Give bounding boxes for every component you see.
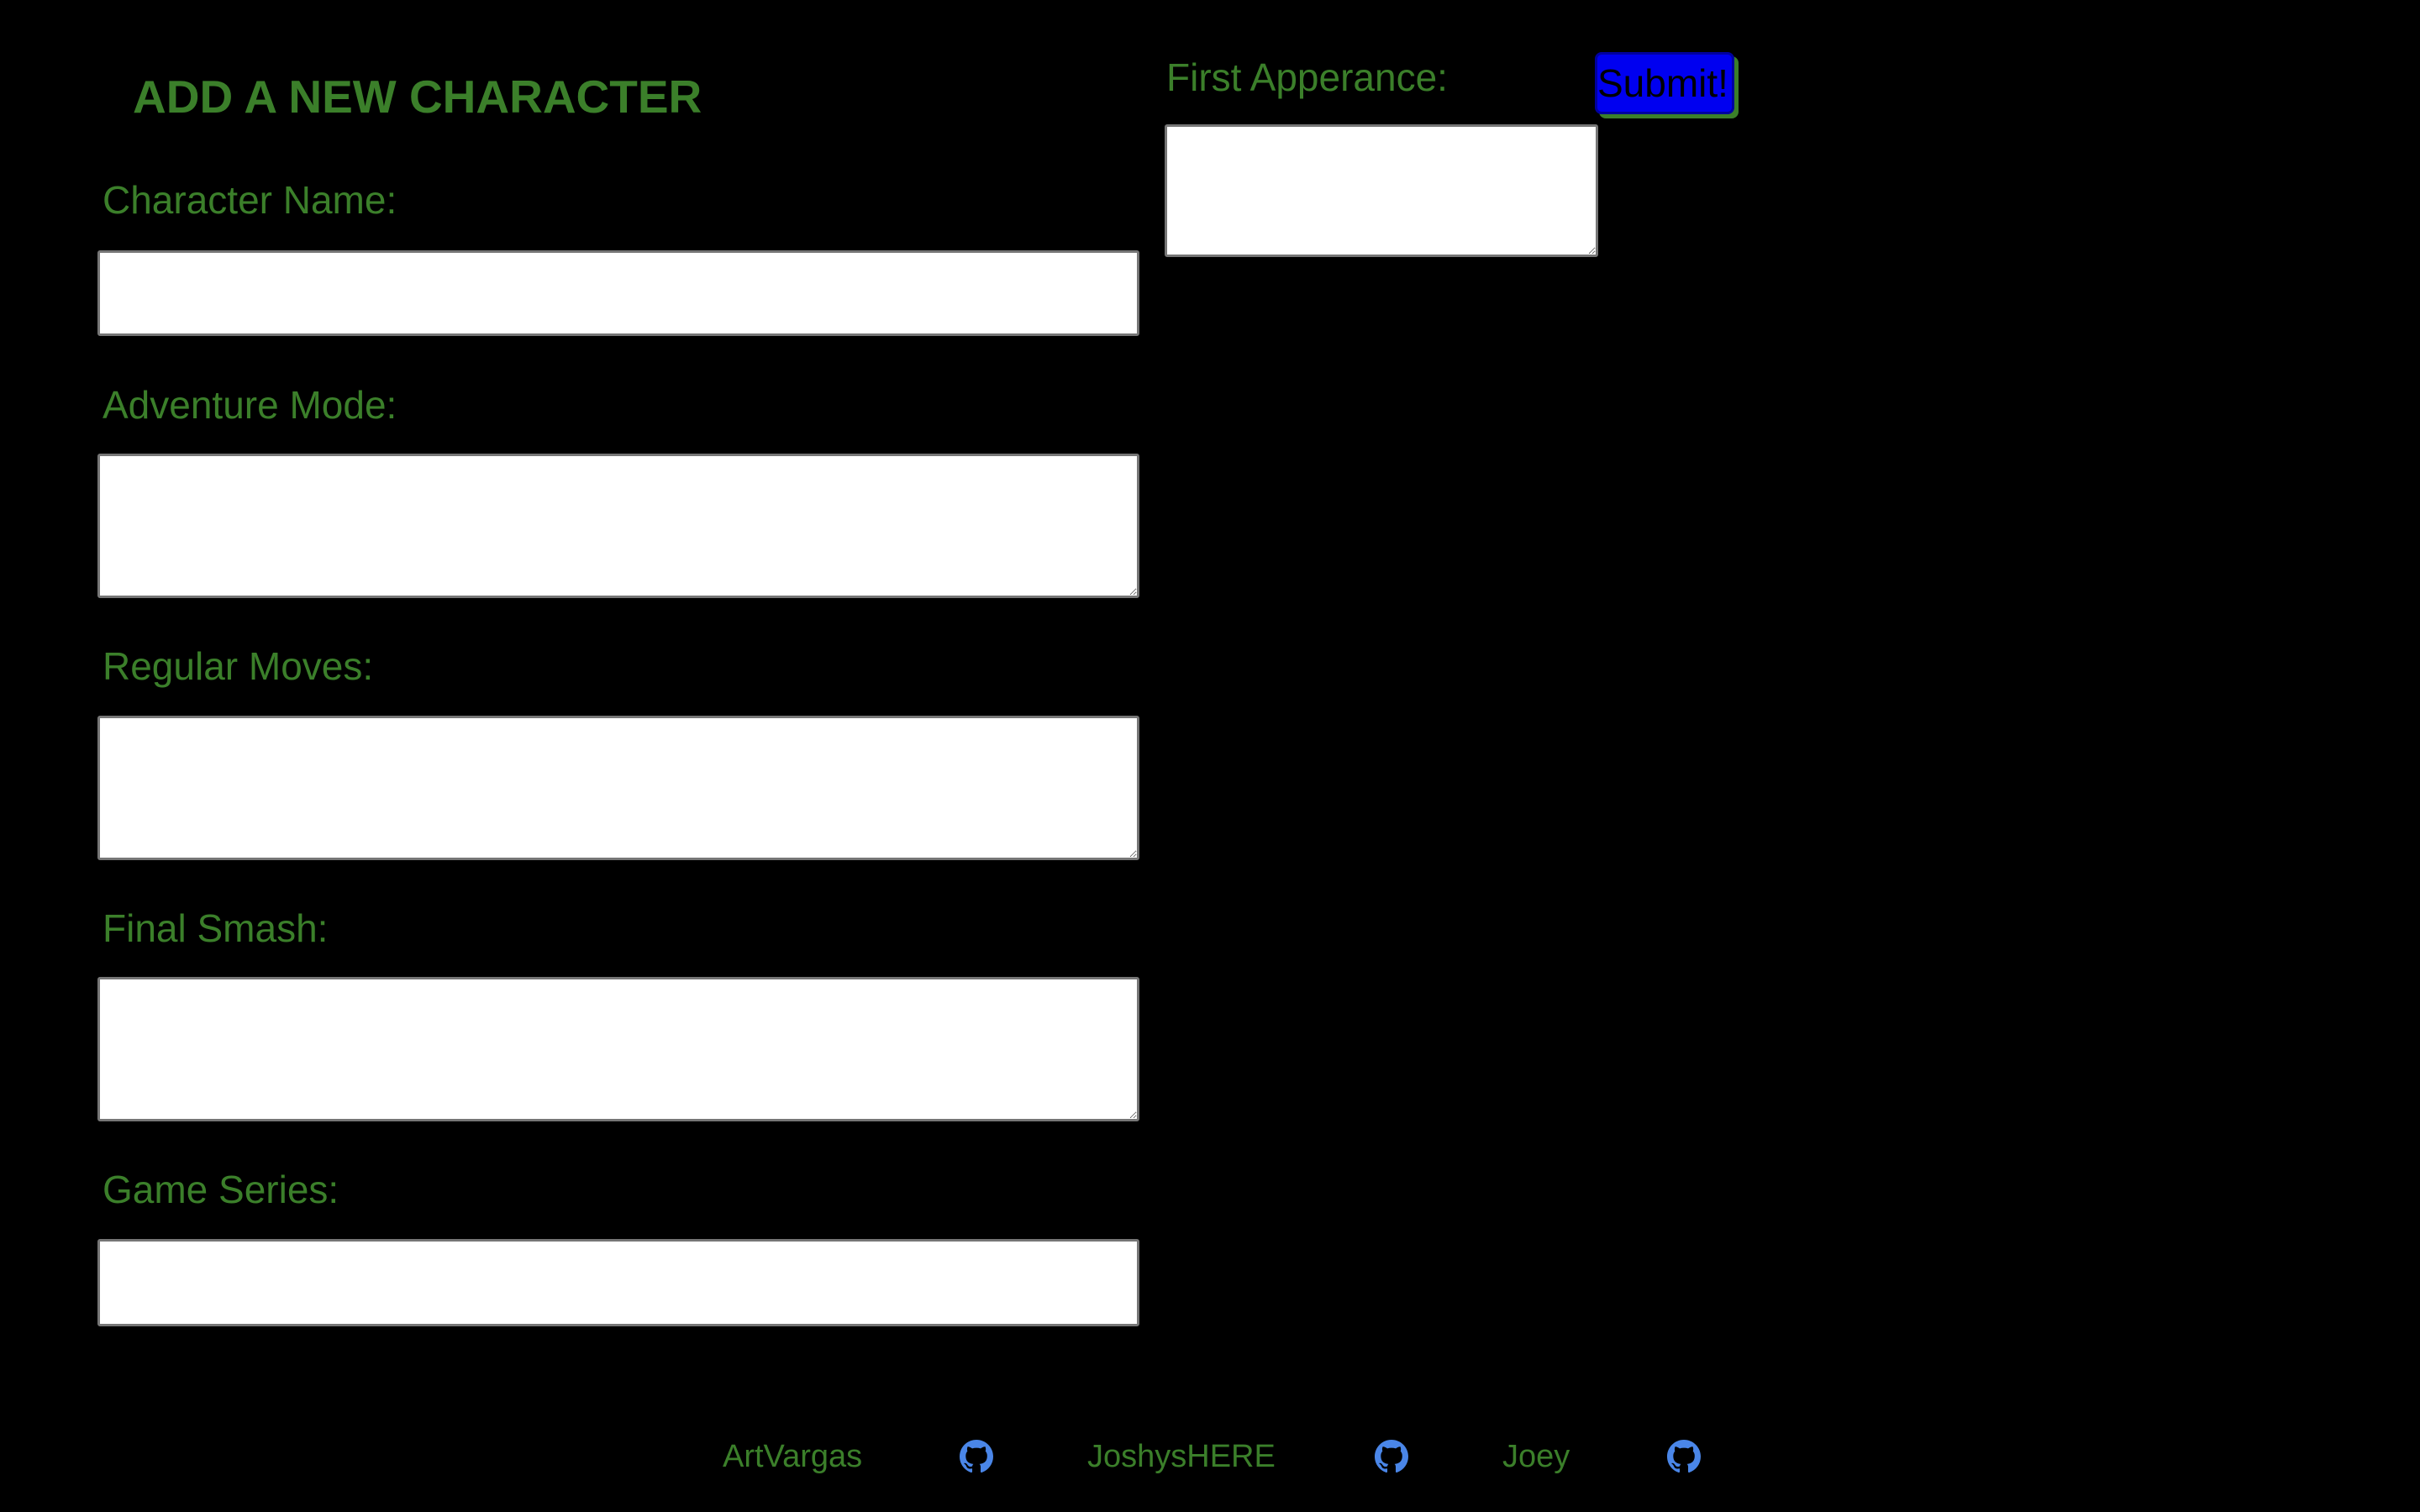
game-series-label: Game Series: <box>103 1168 339 1211</box>
final-smash-label: Final Smash: <box>103 906 329 950</box>
final-smash-textarea[interactable] <box>97 977 1139 1121</box>
game-series-input[interactable] <box>97 1239 1139 1326</box>
first-appearance-label: First Apperance: <box>1166 55 1448 99</box>
author-name-joshyshere[interactable]: JoshysHERE <box>1087 1439 1276 1474</box>
submit-button[interactable]: Submit! <box>1595 52 1734 114</box>
github-icon[interactable] <box>960 1440 993 1473</box>
author-name-joey[interactable]: Joey <box>1502 1439 1570 1474</box>
adventure-mode-textarea[interactable] <box>97 454 1139 598</box>
github-icon[interactable] <box>1667 1440 1701 1473</box>
character-name-label: Character Name: <box>103 178 397 222</box>
author-name-artvargas[interactable]: ArtVargas <box>723 1439 863 1474</box>
regular-moves-textarea[interactable] <box>97 716 1139 860</box>
github-icon[interactable] <box>1375 1440 1408 1473</box>
page-title: ADD A NEW CHARACTER <box>133 71 702 123</box>
first-appearance-textarea[interactable] <box>1165 124 1598 257</box>
regular-moves-label: Regular Moves: <box>103 644 374 688</box>
character-name-input[interactable] <box>97 250 1139 336</box>
footer: ArtVargas JoshysHERE Joey <box>0 1433 2420 1480</box>
adventure-mode-label: Adventure Mode: <box>103 383 397 427</box>
